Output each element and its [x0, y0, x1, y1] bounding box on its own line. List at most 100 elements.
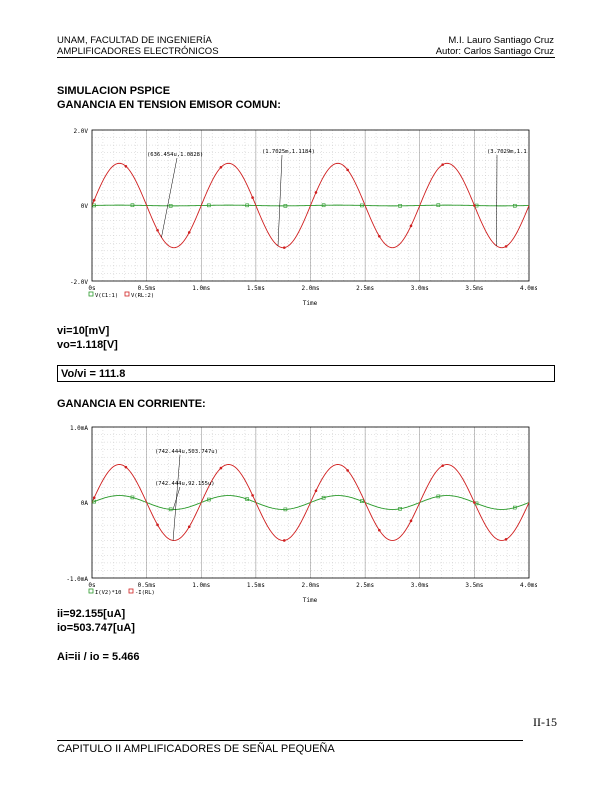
- x-tick-label: 3.5ms: [465, 285, 483, 292]
- header-rule: [57, 57, 555, 58]
- x-tick-label: 0s: [88, 582, 96, 589]
- current-gain-result: Ai=ii / io = 5.466: [57, 651, 140, 663]
- legend-entry: -I(RL): [135, 590, 155, 596]
- data-point: [251, 494, 254, 497]
- data-point: [245, 203, 249, 208]
- data-point: [187, 525, 191, 529]
- header-professor: M.I. Lauro Santiago Cruz: [448, 35, 554, 46]
- data-point: [168, 507, 173, 512]
- x-axis-label: Time: [303, 300, 318, 307]
- ii-value: ii=92.155[uA]: [57, 608, 126, 620]
- data-point: [156, 229, 159, 232]
- voltage-gain-result-box: Vo/vi = 111.8: [57, 365, 555, 382]
- x-tick-label: 2.0ms: [301, 582, 319, 589]
- data-point: [219, 166, 223, 169]
- data-point: [512, 203, 517, 208]
- legend-entry: V(C1:1): [95, 293, 118, 299]
- x-tick-label: 3.0ms: [411, 285, 429, 292]
- data-point: [207, 497, 211, 502]
- page-number: II-15: [533, 715, 557, 729]
- data-point: [207, 203, 211, 208]
- legend-marker: [124, 291, 130, 297]
- series-line: [91, 464, 530, 541]
- legend-marker: [128, 588, 134, 594]
- data-point: [92, 499, 96, 504]
- x-tick-label: 3.0ms: [411, 582, 429, 589]
- data-point: [436, 494, 441, 499]
- data-point: [473, 501, 476, 504]
- data-point: [219, 466, 223, 470]
- data-point: [251, 196, 254, 199]
- data-point: [314, 489, 318, 493]
- x-tick-label: 2.0ms: [301, 285, 319, 292]
- data-point: [156, 523, 159, 527]
- data-point: [92, 496, 96, 500]
- x-tick-label: 0.5ms: [138, 582, 156, 589]
- data-point: [360, 203, 364, 208]
- data-point: [409, 224, 413, 228]
- chart-legend: I(V2)*10 -I(RL): [88, 588, 155, 596]
- y-tick-label: -2.0V: [70, 279, 88, 286]
- data-point: [187, 231, 191, 234]
- x-tick-label: 1.0ms: [192, 582, 210, 589]
- x-tick-label: 0.5ms: [138, 285, 156, 292]
- data-point: [130, 495, 135, 500]
- header-course: AMPLIFICADORES ELECTRÓNICOS: [57, 46, 219, 57]
- data-point: [130, 203, 135, 208]
- x-tick-label: 2.5ms: [356, 285, 374, 292]
- io-value: io=503.747[uA]: [57, 622, 135, 634]
- data-point: [378, 528, 381, 532]
- data-point: [283, 204, 288, 208]
- data-point: [245, 497, 249, 501]
- y-tick-label: 1.0mA: [70, 425, 88, 432]
- data-point: [398, 204, 402, 208]
- y-tick-label: -1.0mA: [66, 576, 88, 583]
- vi-value: vi=10[mV]: [57, 325, 110, 337]
- x-axis-label: Time: [303, 597, 318, 604]
- cursor-annotation: (636.454u,1.0828): [147, 152, 203, 158]
- header-institution: UNAM, FACULTAD DE INGENIERÍA: [57, 35, 212, 46]
- cursor-annotation: (3.7029m,1.1: [487, 149, 527, 155]
- data-point: [512, 505, 517, 510]
- x-tick-label: 4.0ms: [520, 285, 537, 292]
- legend-marker: [88, 588, 94, 594]
- vo-value: vo=1.118[V]: [57, 339, 118, 351]
- data-point: [282, 246, 286, 249]
- x-tick-label: 1.5ms: [247, 285, 265, 292]
- data-point: [398, 506, 402, 511]
- data-point: [360, 499, 364, 503]
- data-point: [321, 495, 326, 500]
- data-point: [346, 168, 349, 172]
- voltage-gain-chart: (636.454u,1.0828) (1.7025m,1.1184) (3.7029…: [70, 128, 537, 307]
- cursor-annotation: (742.444u,503.747u): [155, 449, 218, 455]
- data-point: [92, 203, 96, 208]
- y-tick-label: 0A: [81, 500, 89, 507]
- annotation-leader: [277, 154, 283, 246]
- cursor-annotation: (1.7025m,1.1184): [262, 149, 315, 155]
- current-gain-title: GANANCIA EN CORRIENTE:: [57, 398, 206, 410]
- chart-legend: V(C1:1) V(RL:2): [88, 291, 154, 299]
- data-point: [92, 198, 96, 202]
- section-subtitle: GANANCIA EN TENSION EMISOR COMUN:: [57, 99, 281, 111]
- header-author: Autor: Carlos Santiago Cruz: [435, 46, 554, 57]
- x-tick-label: 1.0ms: [192, 285, 210, 292]
- data-point: [124, 164, 128, 168]
- section-title: SIMULACION PSPICE: [57, 85, 171, 97]
- chapter-footer: CAPITULO II AMPLIFICADORES DE SEÑAL PEQU…: [57, 743, 335, 755]
- x-tick-label: 0s: [88, 285, 96, 292]
- cursor-annotation: (742.444u,92.155u): [155, 481, 215, 487]
- annotation-leader: [172, 486, 181, 510]
- x-tick-label: 4.0ms: [520, 582, 537, 589]
- data-point: [504, 245, 508, 248]
- data-point: [409, 519, 413, 523]
- legend-entry: V(RL:2): [131, 293, 154, 299]
- y-tick-label: 2.0V: [74, 128, 89, 135]
- data-point: [441, 163, 444, 166]
- data-point: [346, 469, 349, 472]
- data-point: [314, 191, 318, 194]
- x-tick-label: 2.5ms: [356, 582, 374, 589]
- series-line: [91, 162, 530, 249]
- current-gain-chart: (742.444u,503.747u) (742.444u,92.155u) 1.…: [66, 425, 537, 604]
- data-point: [282, 539, 286, 542]
- data-point: [168, 204, 173, 208]
